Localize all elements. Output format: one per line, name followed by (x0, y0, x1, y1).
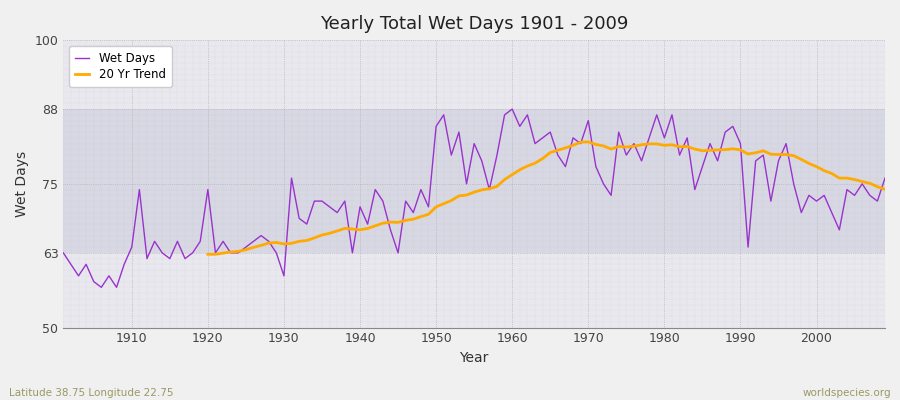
Y-axis label: Wet Days: Wet Days (15, 151, 29, 217)
Line: 20 Yr Trend: 20 Yr Trend (208, 142, 885, 254)
Wet Days (515, 124, 526, 129)
Legend: Wet Days, 20 Yr Trend: Wet Days, 20 Yr Trend (69, 46, 172, 87)
20 Yr Trend (202, 252, 213, 257)
Wet Days (613, 130, 624, 134)
Wet Days (507, 107, 517, 112)
Text: Latitude 38.75 Longitude 22.75: Latitude 38.75 Longitude 22.75 (9, 388, 174, 398)
Line: Wet Days: Wet Days (63, 109, 885, 287)
20 Yr Trend (408, 217, 418, 222)
Wet Days (339, 199, 350, 204)
20 Yr Trend (682, 144, 693, 149)
20 Yr Trend (583, 140, 594, 144)
20 Yr Trend (879, 187, 890, 192)
X-axis label: Year: Year (460, 351, 489, 365)
Text: worldspecies.org: worldspecies.org (803, 388, 891, 398)
Wet Days (522, 112, 533, 117)
20 Yr Trend (788, 153, 799, 158)
Wet Days (126, 245, 137, 250)
Wet Days (58, 250, 68, 255)
Wet Days (293, 216, 304, 221)
Wet Days (96, 285, 107, 290)
20 Yr Trend (773, 152, 784, 157)
Title: Yearly Total Wet Days 1901 - 2009: Yearly Total Wet Days 1901 - 2009 (320, 15, 628, 33)
20 Yr Trend (293, 239, 304, 244)
20 Yr Trend (857, 179, 868, 184)
Bar (63, 109, 885, 253)
Wet Days (879, 176, 890, 180)
